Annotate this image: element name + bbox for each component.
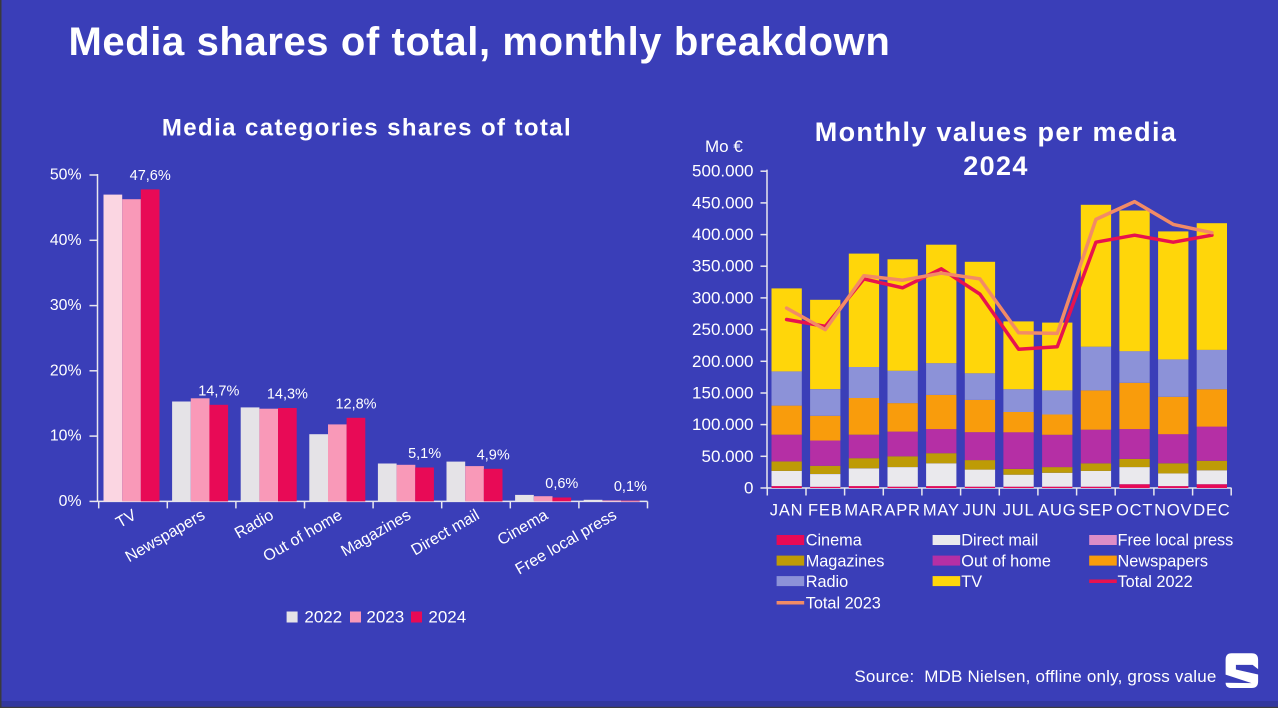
svg-text:JUL: JUL (1003, 502, 1035, 520)
svg-text:JUN: JUN (963, 502, 997, 520)
svg-text:14,7%: 14,7% (198, 383, 239, 399)
svg-text:12,8%: 12,8% (335, 396, 376, 412)
svg-text:300.000: 300.000 (692, 288, 753, 307)
svg-text:AUG: AUG (1038, 502, 1076, 520)
svg-text:Media categories shares of tot: Media categories shares of total (162, 115, 572, 142)
svg-text:2024: 2024 (963, 151, 1028, 181)
svg-text:2024: 2024 (428, 608, 466, 627)
svg-text:Mo €: Mo € (705, 137, 743, 156)
svg-text:Out of home: Out of home (961, 552, 1051, 570)
svg-text:2023: 2023 (366, 608, 404, 627)
svg-text:30%: 30% (50, 297, 82, 314)
svg-text:20%: 20% (50, 362, 82, 379)
svg-text:Newspapers: Newspapers (1118, 552, 1209, 570)
svg-text:0,6%: 0,6% (545, 476, 578, 492)
svg-text:200.000: 200.000 (692, 352, 753, 371)
svg-text:250.000: 250.000 (692, 320, 753, 339)
svg-text:4,9%: 4,9% (477, 447, 510, 463)
svg-text:Media shares of total, monthly: Media shares of total, monthly breakdown (69, 20, 891, 64)
svg-text:Total 2022: Total 2022 (1118, 573, 1193, 591)
svg-text:OCT: OCT (1116, 502, 1153, 520)
svg-text:350.000: 350.000 (692, 257, 753, 276)
svg-text:150.000: 150.000 (692, 384, 753, 403)
svg-text:47,6%: 47,6% (130, 168, 171, 184)
svg-text:Radio: Radio (806, 573, 849, 591)
svg-text:40%: 40% (50, 232, 82, 249)
svg-text:400.000: 400.000 (692, 225, 753, 244)
svg-text:Magazines: Magazines (806, 552, 885, 570)
svg-text:5,1%: 5,1% (408, 446, 441, 462)
svg-text:0: 0 (744, 479, 753, 498)
svg-text:100.000: 100.000 (692, 415, 753, 434)
svg-text:Free local press: Free local press (1118, 532, 1234, 550)
svg-text:0%: 0% (59, 493, 82, 510)
svg-text:10%: 10% (50, 428, 82, 445)
svg-text:SEP: SEP (1078, 502, 1113, 520)
svg-text:MAY: MAY (923, 502, 960, 520)
svg-text:14,3%: 14,3% (267, 387, 308, 403)
svg-text:FEB: FEB (808, 502, 843, 520)
svg-text:NOV: NOV (1154, 502, 1192, 520)
svg-text:Total 2023: Total 2023 (806, 594, 881, 612)
svg-text:Monthly values per media: Monthly values per media (815, 117, 1178, 147)
svg-text:2022: 2022 (304, 608, 342, 627)
svg-text:DEC: DEC (1193, 502, 1230, 520)
svg-text:MAR: MAR (844, 502, 883, 520)
svg-text:500.000: 500.000 (692, 162, 753, 181)
svg-text:TV: TV (961, 573, 982, 591)
svg-text:0,1%: 0,1% (614, 479, 647, 495)
svg-text:50.000: 50.000 (702, 447, 754, 466)
svg-text:450.000: 450.000 (692, 193, 753, 212)
svg-text:JAN: JAN (770, 502, 804, 520)
svg-text:Cinema: Cinema (806, 532, 863, 550)
svg-text:Source: MDB Nielsen, offline: Source: MDB Nielsen, offline only, gross… (854, 667, 1216, 686)
svg-text:APR: APR (884, 502, 920, 520)
svg-text:50%: 50% (50, 167, 82, 184)
svg-text:Direct mail: Direct mail (961, 532, 1038, 550)
